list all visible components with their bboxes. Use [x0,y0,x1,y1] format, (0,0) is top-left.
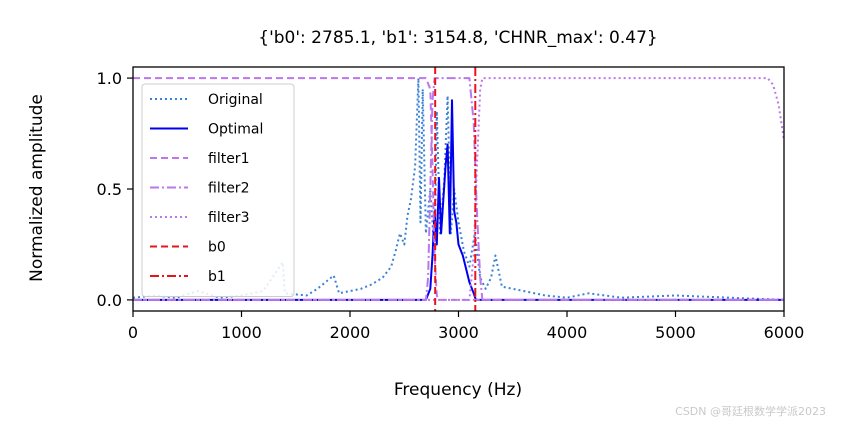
y-axis-label: Normalized amplitude [27,94,47,282]
x-axis-label: Frequency (Hz) [394,380,522,400]
x-tick-label: 5000 [655,323,696,342]
x-tick-label: 6000 [764,323,805,342]
y-tick-label: 0.5 [97,180,122,199]
plot-area [133,67,784,311]
legend: Original Optimal filter1 filter2 filter3 b0 b1 [141,83,295,297]
x-tick-label: 3000 [438,323,479,342]
legend-box [141,83,295,297]
chart-title: {'b0': 2785.1, 'b1': 3154.8, 'CHNR_max':… [258,28,657,48]
x-tick-label: 4000 [547,323,588,342]
legend-label: filter3 [208,210,249,226]
legend-label: filter1 [208,151,249,167]
x-tick-label: 0 [128,323,138,342]
series-line-filter2 [133,77,784,301]
legend-label: Optimal [208,122,263,138]
x-tick-label: 2000 [330,323,371,342]
watermark: CSDN @哥廷根数学学派2023 [675,405,826,418]
series-line-optimal [133,99,784,301]
y-tick-label: 1.0 [97,69,122,88]
legend-label: filter2 [208,181,249,197]
y-tick-label: 0.0 [97,291,122,310]
legend-label: b1 [208,269,226,285]
legend-label: b0 [208,240,226,256]
series-line-original [133,77,784,301]
legend-label: Original [208,92,263,108]
x-tick-label: 1000 [221,323,262,342]
